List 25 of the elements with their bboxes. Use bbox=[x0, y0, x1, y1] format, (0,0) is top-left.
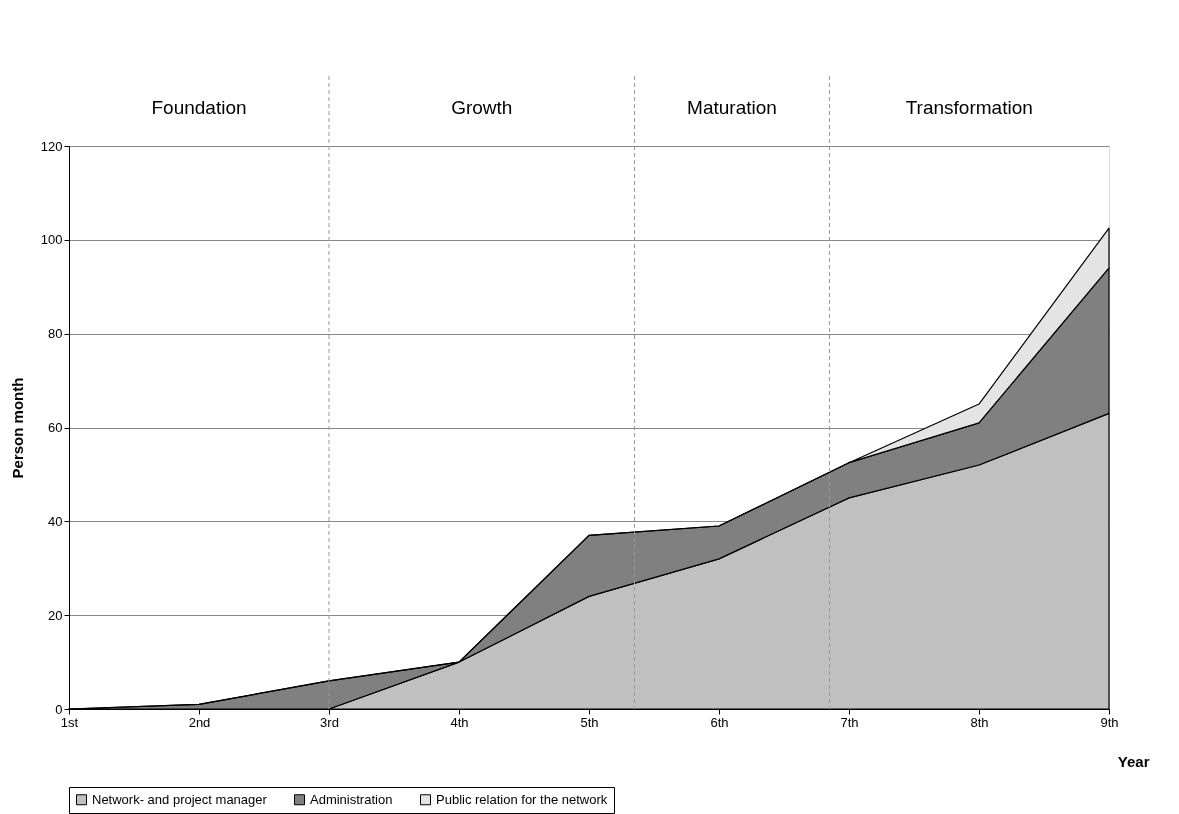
text: Transformation bbox=[905, 97, 1033, 118]
x-tick-label: 6th bbox=[710, 714, 729, 730]
x-tick-label: 9th bbox=[1100, 714, 1119, 730]
y-tick-label: 80 bbox=[48, 326, 63, 342]
x-tick-label: 7th bbox=[840, 714, 859, 730]
x-tick-label: 4th bbox=[450, 714, 469, 730]
y-tick-label: 60 bbox=[48, 420, 63, 435]
legend-label: Administration bbox=[310, 791, 393, 807]
x-tick-label: 1st bbox=[60, 714, 79, 730]
legend-label: Network- and project manager bbox=[92, 791, 268, 807]
x-tick-label: 3rd bbox=[320, 714, 339, 730]
y-tick-label: 40 bbox=[48, 513, 63, 529]
legend-label: Public relation for the network bbox=[436, 791, 608, 807]
y-tick-label: 20 bbox=[48, 607, 63, 623]
y-tick-label: 100 bbox=[40, 232, 63, 248]
y-axis-title: Person month bbox=[8, 377, 26, 479]
y-tick-label: 120 bbox=[40, 138, 63, 154]
x-axis-title: Year bbox=[1117, 752, 1150, 770]
x-tick-label: 2nd bbox=[188, 714, 211, 730]
text: Foundation bbox=[151, 97, 247, 118]
x-tick-label: 8th bbox=[970, 714, 989, 730]
x-tick-label: 5th bbox=[580, 714, 599, 730]
text: Maturation bbox=[687, 97, 777, 118]
y-tick-label: 0 bbox=[55, 701, 63, 717]
text: Growth bbox=[451, 97, 513, 118]
